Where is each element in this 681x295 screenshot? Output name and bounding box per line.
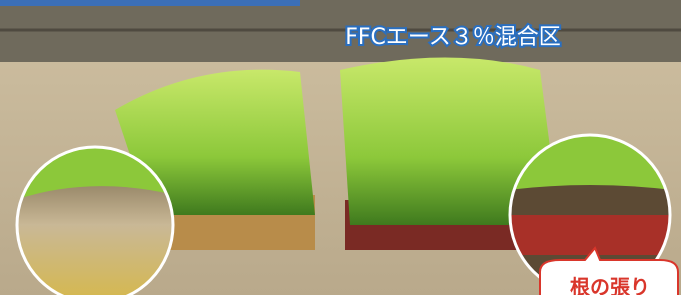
blue-sheet — [0, 0, 300, 6]
callout-text: 根の張り — [570, 275, 650, 295]
overlay-title: FFCエース３％混合区 — [345, 25, 561, 50]
page: 根の張り FFCエース３％混合区 (() => { const data = J… — [0, 0, 681, 295]
roots-right-tray — [508, 215, 673, 255]
photo: 根の張り FFCエース３％混合区 — [0, 0, 681, 295]
